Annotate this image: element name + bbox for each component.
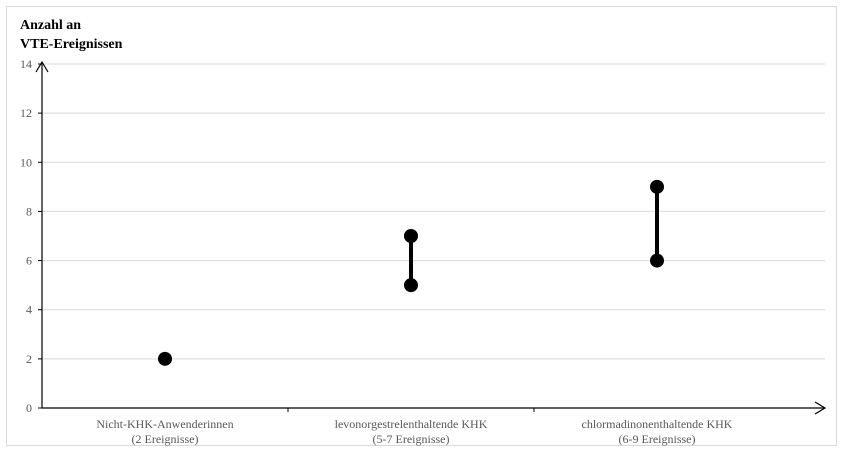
point-max-1 bbox=[404, 229, 418, 243]
x-category-label-2-line-1: chlormadinonenthaltende KHK bbox=[582, 417, 733, 431]
y-tick-label-10: 10 bbox=[20, 155, 32, 169]
y-axis-label-line-1: Anzahl an bbox=[20, 18, 82, 33]
point-max-2 bbox=[650, 179, 664, 194]
point-min-2 bbox=[650, 253, 664, 268]
x-category-label-1-line-2: (5-7 Ereignisse) bbox=[373, 432, 450, 446]
point-min-0 bbox=[158, 351, 172, 366]
y-axis-label-line-2: VTE-Ereignissen bbox=[20, 37, 123, 52]
y-axis-arrow bbox=[35, 60, 49, 73]
x-category-label-0-line-2: (2 Ereignisse) bbox=[132, 432, 199, 446]
x-category-label-0-line-1: Nicht-KHK-Anwenderinnen bbox=[96, 417, 233, 431]
point-min-1 bbox=[404, 278, 418, 293]
y-tick-label-12: 12 bbox=[20, 106, 32, 120]
y-axis-label: Anzahl an VTE-Ereignissen bbox=[20, 16, 122, 54]
y-tick-label-2: 2 bbox=[26, 352, 32, 366]
y-tick-label-0: 0 bbox=[26, 401, 32, 415]
y-tick-label-8: 8 bbox=[26, 204, 32, 218]
x-category-label-1-line-1: levonorgestrelenthaltende KHK bbox=[335, 417, 488, 431]
x-axis-arrow bbox=[814, 401, 827, 415]
y-tick-label-6: 6 bbox=[26, 254, 32, 268]
x-category-label-2-line-2: (6-9 Ereignisse) bbox=[619, 432, 696, 446]
y-tick-label-14: 14 bbox=[20, 57, 32, 71]
y-tick-label-4: 4 bbox=[26, 303, 32, 317]
chart-frame bbox=[6, 6, 837, 446]
